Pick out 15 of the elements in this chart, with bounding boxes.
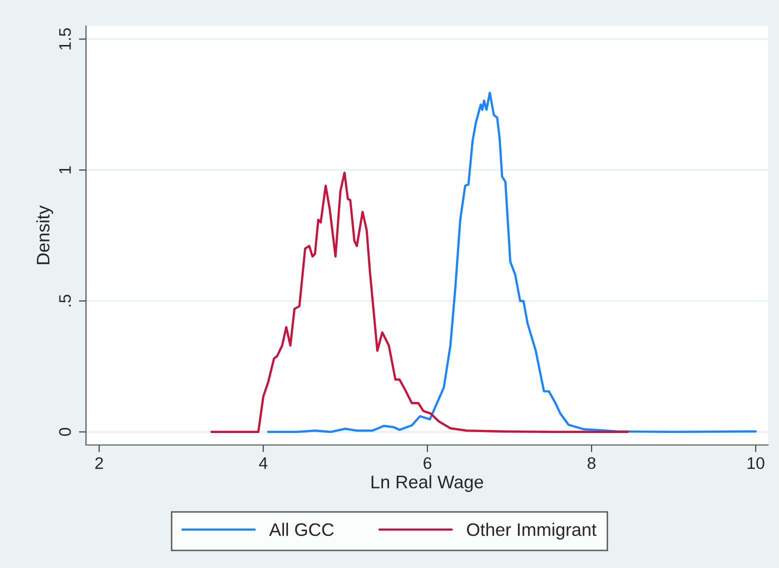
x-tick-label: 8 xyxy=(588,457,596,470)
x-tick-label: 4 xyxy=(259,457,268,469)
line-series xyxy=(267,92,757,434)
y-tick-label: 1.5 xyxy=(59,28,71,50)
x-tick-label: 6 xyxy=(424,457,432,470)
legend-label: All GCC xyxy=(269,522,334,536)
y-tick-label: 0 xyxy=(59,428,71,436)
y-axis-title: Density xyxy=(36,205,54,264)
y-tick-label: 1 xyxy=(59,166,71,174)
x-tick-label: 2 xyxy=(95,457,103,469)
legend-label: Other Immigrant xyxy=(466,522,596,540)
x-tick-label: 10 xyxy=(748,457,764,470)
line-series xyxy=(210,172,629,434)
y-tick-label: .5 xyxy=(59,294,71,306)
x-axis-title: Ln Real Wage xyxy=(372,475,484,492)
